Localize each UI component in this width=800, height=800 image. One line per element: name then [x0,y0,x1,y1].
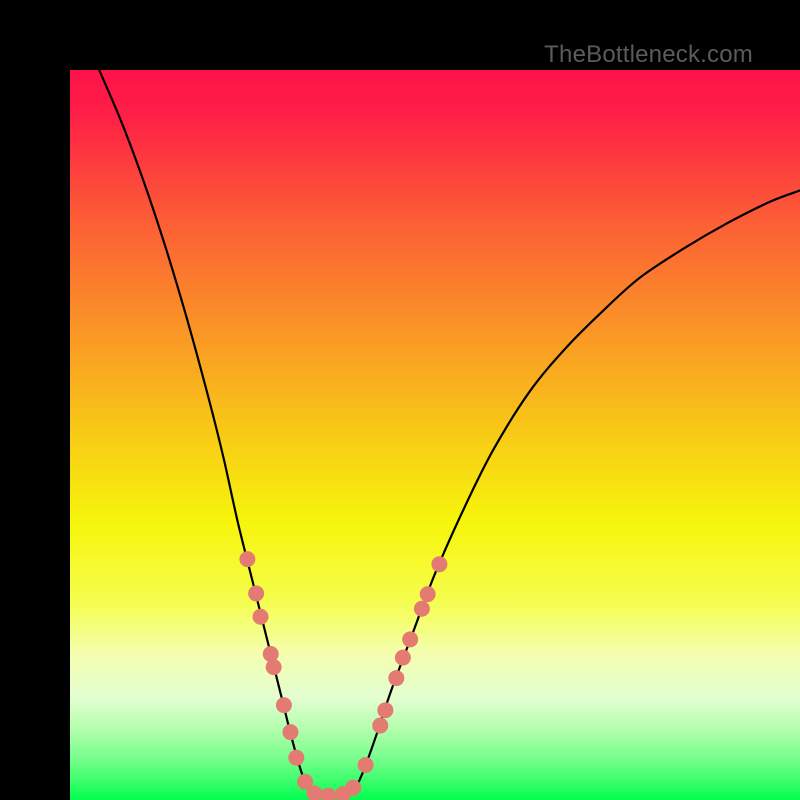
marker-point [307,786,322,800]
plot-area [70,70,800,800]
marker-point [358,757,373,772]
chart-svg [70,70,800,800]
watermark-text: TheBottleneck.com [544,41,753,69]
marker-point [403,632,418,647]
marker-point [253,609,268,624]
marker-point [276,698,291,713]
marker-point [373,718,388,733]
marker-point [240,552,255,567]
marker-point [321,788,336,800]
marker-point [283,725,298,740]
marker-point [395,650,410,665]
chart-frame: TheBottleneck.com [0,0,800,800]
marker-point [414,601,429,616]
marker-point [266,660,281,675]
marker-point [289,750,304,765]
marker-point [378,703,393,718]
marker-point [263,647,278,662]
marker-point [389,671,404,686]
marker-point [420,587,435,602]
marker-point [432,557,447,572]
gradient-background [70,70,800,800]
marker-point [249,586,264,601]
marker-point [346,780,361,795]
